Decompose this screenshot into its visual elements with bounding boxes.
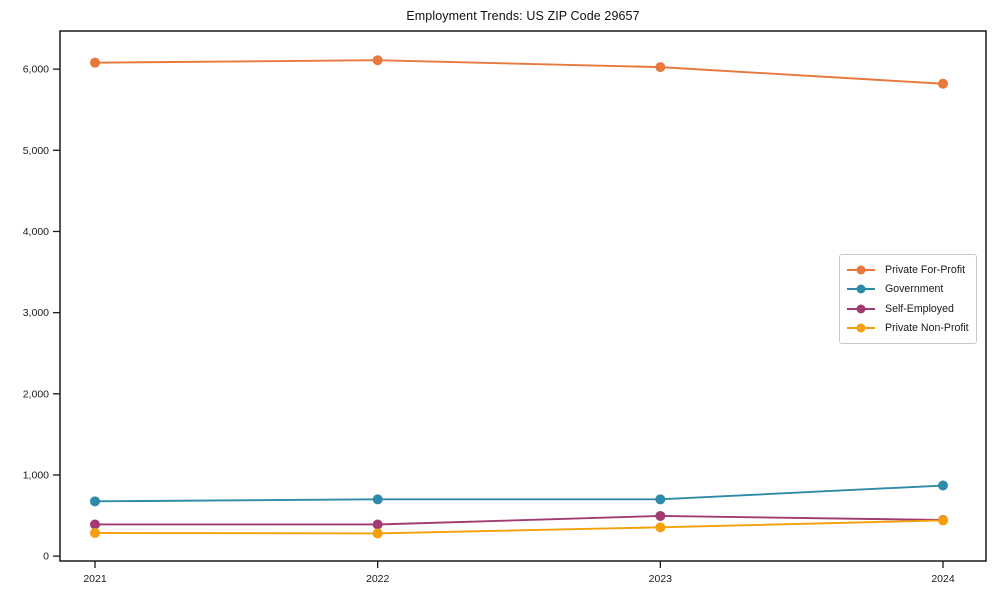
legend-item-private-for-profit: Private For-Profit	[846, 260, 970, 280]
y-axis-tick-label: 5,000	[23, 145, 49, 157]
series-line-private-non-profit	[94, 519, 944, 535]
x-axis-tick-label: 2024	[931, 573, 955, 585]
series-marker-private-for-profit	[372, 55, 383, 66]
chart-legend: Private For-Profit Government Self-Employe…	[839, 254, 977, 344]
plot-border	[59, 30, 987, 562]
series-marker-self-employed	[90, 519, 100, 530]
series-marker-self-employed	[372, 519, 383, 530]
legend-item-private-non-profit: Private Non-Profit	[846, 319, 970, 339]
series-marker-government	[90, 496, 100, 507]
x-axis-tick-label: 2022	[366, 573, 390, 585]
series-marker-private-for-profit	[655, 62, 666, 73]
y-axis-tick-label: 6,000	[23, 64, 49, 76]
legend-line-marker-icon	[847, 304, 875, 314]
y-axis-tick-label: 3,000	[23, 307, 49, 319]
series-marker-private-non-profit	[90, 527, 100, 538]
series-marker-private-for-profit	[938, 78, 948, 89]
legend-label: Private For-Profit	[885, 263, 966, 276]
series-marker-government	[655, 494, 666, 505]
y-axis-tick-label: 0	[43, 551, 49, 563]
series-marker-government	[372, 494, 383, 505]
y-axis-tick-label: 2,000	[23, 388, 49, 400]
series-line-self-employed	[95, 515, 944, 526]
series-line-private-for-profit	[94, 59, 944, 85]
legend-label: Private Non-Profit	[885, 322, 969, 335]
y-axis-tick-label: 1,000	[23, 469, 49, 481]
legend-line-marker-icon	[847, 323, 875, 333]
series-marker-private-non-profit	[938, 515, 948, 526]
x-axis-tick-label: 2023	[649, 573, 673, 585]
chart-title: Employment Trends: US ZIP Code 29657	[406, 9, 640, 23]
legend-item-self-employed: Self-Employed	[846, 299, 970, 319]
series-marker-government	[938, 480, 948, 491]
series-marker-private-non-profit	[655, 522, 666, 533]
legend-label: Self-Employed	[885, 302, 954, 315]
legend-line-marker-icon	[847, 284, 875, 294]
legend-label: Government	[885, 283, 944, 296]
series-marker-private-for-profit	[90, 57, 100, 68]
legend-line-marker-icon	[847, 265, 875, 275]
x-axis-tick-label: 2021	[83, 573, 107, 585]
series-marker-self-employed	[655, 510, 666, 521]
legend-item-government: Government	[846, 280, 970, 300]
y-axis-tick-label: 4,000	[23, 226, 49, 238]
series-line-government	[94, 484, 944, 503]
series-marker-private-non-profit	[372, 528, 383, 539]
